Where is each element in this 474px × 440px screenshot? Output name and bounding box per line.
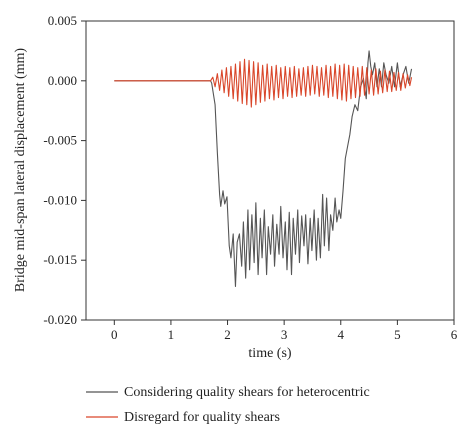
x-tick-label: 6 xyxy=(451,327,458,342)
y-tick-label: 0.005 xyxy=(48,13,77,28)
x-tick-label: 4 xyxy=(338,327,345,342)
x-tick-label: 2 xyxy=(224,327,231,342)
y-tick-label: -0.015 xyxy=(43,252,77,267)
y-axis-title: Bridge mid-span lateral displacement (mm… xyxy=(13,48,28,292)
y-tick-label: 0.000 xyxy=(48,73,77,88)
x-tick-label: 1 xyxy=(168,327,175,342)
series-layer xyxy=(114,50,413,288)
y-tick-label: -0.020 xyxy=(43,312,77,327)
x-tick-label: 0 xyxy=(111,327,118,342)
x-axis-title: time (s) xyxy=(248,346,291,361)
y-tick-label: -0.010 xyxy=(43,192,77,207)
y-tick-label: -0.005 xyxy=(43,133,77,148)
x-tick-label: 5 xyxy=(394,327,401,342)
legend-label-disregard: Disregard for quality shears xyxy=(124,410,280,425)
legend-label-heterocentric: Considering quality shears for heterocen… xyxy=(124,385,370,400)
x-tick-label: 3 xyxy=(281,327,288,342)
plot-frame xyxy=(85,20,455,321)
series-line-disregard xyxy=(114,58,413,108)
x-axis-ticks: 0 1 2 3 4 5 6 xyxy=(111,320,458,342)
legend: Considering quality shears for heterocen… xyxy=(86,385,370,425)
y-axis-ticks: 0.005 0.000 -0.005 -0.010 -0.015 -0.020 xyxy=(43,13,86,327)
series-line-heterocentric xyxy=(114,50,413,288)
